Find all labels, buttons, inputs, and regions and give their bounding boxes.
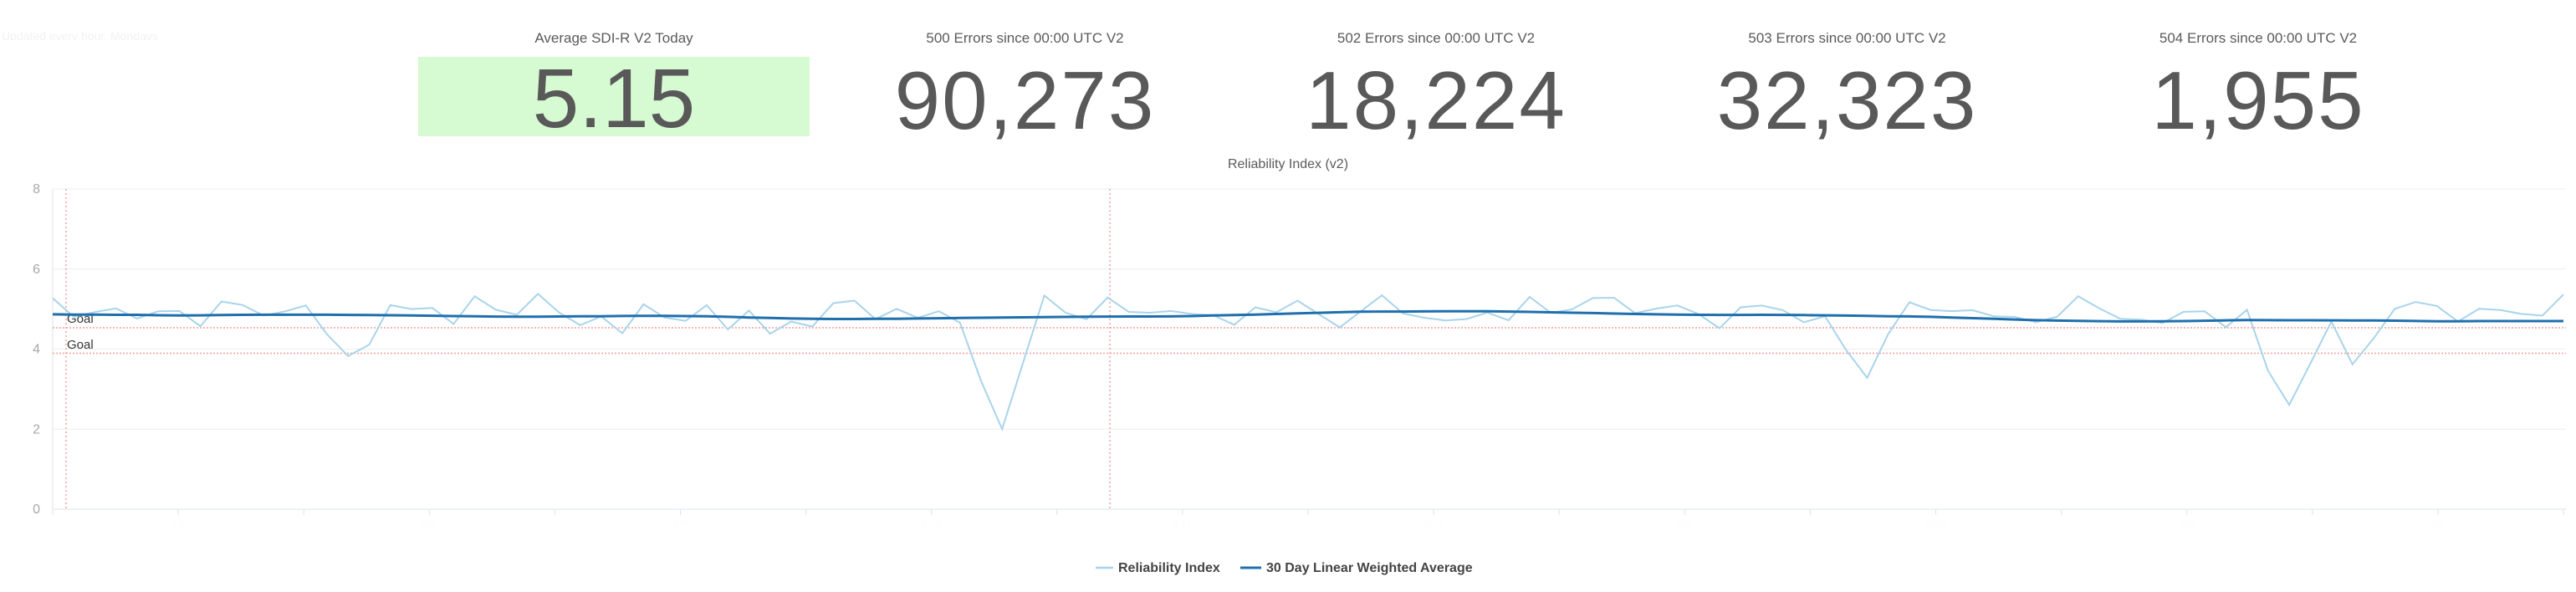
- svg-text:30 Day Linear Weighted Average: 30 Day Linear Weighted Average: [1266, 561, 1473, 575]
- svg-text:2: 2: [33, 422, 40, 436]
- svg-text:8: 8: [33, 182, 40, 196]
- svg-text:6/6: 6/6: [2431, 518, 2446, 529]
- svg-text:5/5: 5/5: [422, 518, 437, 529]
- svg-text:Reliability Index: Reliability Index: [1118, 561, 1220, 575]
- svg-text:5/29: 5/29: [1926, 518, 1946, 529]
- svg-text:6: 6: [33, 263, 40, 277]
- svg-text:4: 4: [33, 343, 40, 357]
- svg-text:5/17: 5/17: [1173, 518, 1193, 529]
- svg-text:Goal: Goal: [67, 338, 94, 352]
- svg-text:6/2: 6/2: [2180, 518, 2194, 529]
- svg-text:0: 0: [33, 503, 40, 517]
- svg-text:Reliability Index (v2): Reliability Index (v2): [1228, 157, 1348, 171]
- svg-text:5/13: 5/13: [922, 518, 942, 529]
- svg-text:5/1: 5/1: [171, 518, 186, 529]
- svg-text:5/21: 5/21: [1423, 518, 1444, 529]
- svg-text:5/25: 5/25: [1675, 518, 1695, 529]
- svg-text:5/9: 5/9: [673, 518, 687, 529]
